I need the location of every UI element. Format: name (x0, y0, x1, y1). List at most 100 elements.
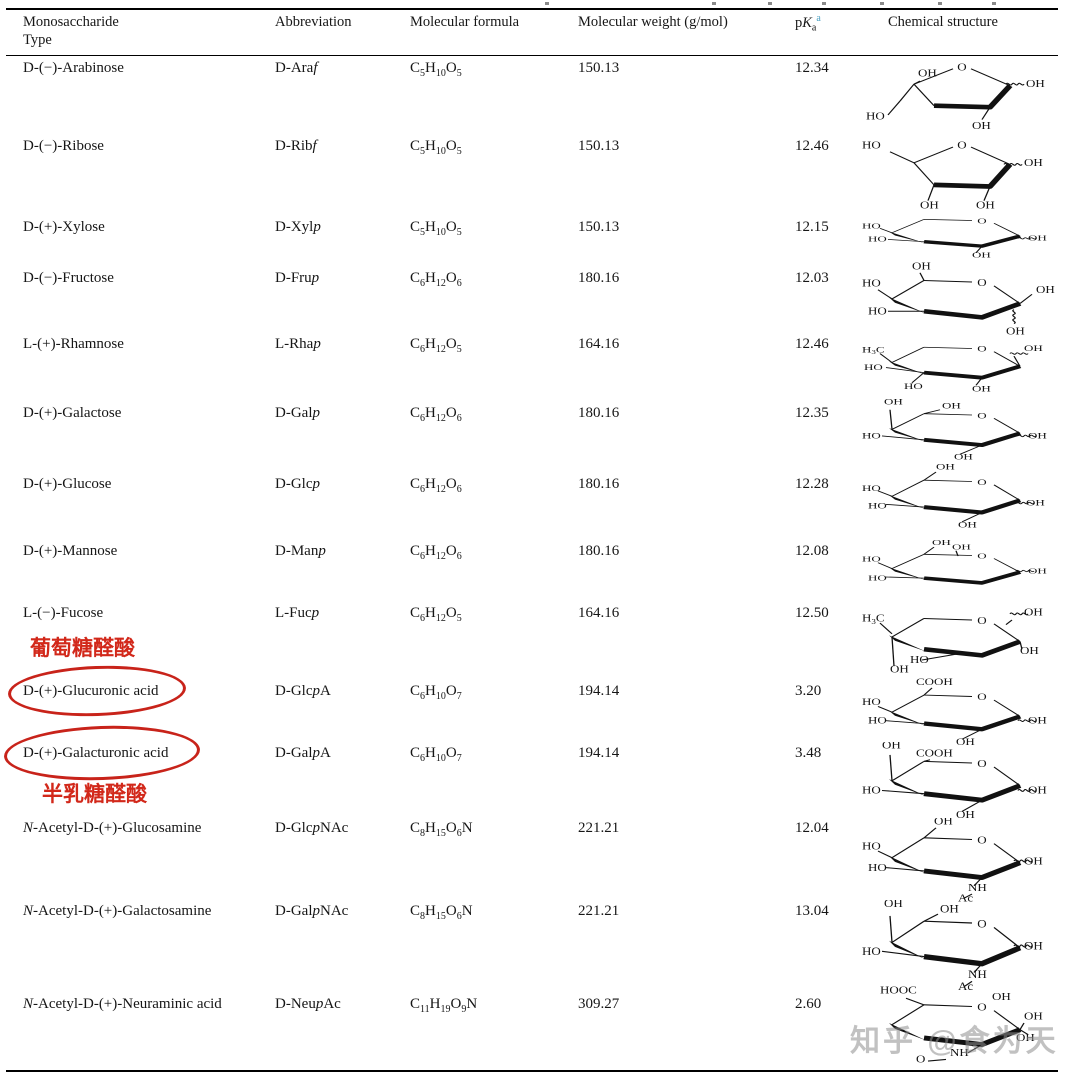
svg-text:HO: HO (862, 945, 881, 958)
svg-text:HO: HO (862, 840, 881, 853)
row-molecular-weight: 309.27 (578, 996, 620, 1012)
column-header-chemical-structure: Chemical structure (888, 14, 998, 30)
cropped-caption-fragment (545, 2, 549, 5)
svg-text:HO: HO (862, 484, 881, 493)
row-molecular-formula: C5H10O5 (410, 219, 462, 238)
cropped-caption-fragment (880, 2, 884, 5)
chemical-structure-mannopyranose: OH HO OH O HO OH (862, 540, 1047, 585)
svg-text:O: O (977, 411, 986, 420)
svg-text:OH: OH (1006, 326, 1025, 337)
chemical-structure-galacturonic-acid: OH COOH O HO OH OH (862, 742, 1047, 821)
svg-text:OH: OH (1020, 645, 1039, 656)
svg-text:OH: OH (882, 742, 901, 751)
svg-text:O: O (977, 478, 986, 487)
svg-text:OH: OH (1028, 432, 1047, 441)
row-pka-value: 3.20 (795, 683, 822, 699)
row-abbreviation: D-Manp (275, 543, 326, 559)
svg-text:OH: OH (1024, 607, 1043, 618)
row-monosaccharide-name: D-(+)-Mannose (23, 543, 118, 559)
svg-text:Ac: Ac (958, 892, 973, 904)
svg-text:O: O (977, 345, 987, 354)
svg-text:HOOC: HOOC (880, 985, 917, 996)
svg-text:OH: OH (934, 818, 953, 827)
chemical-structure-n-acetyl-neuraminic-acid: HOOC O OH OH OH NH O (880, 985, 1043, 1067)
svg-text:OH: OH (1024, 939, 1043, 952)
table-bottom-rule (6, 1070, 1058, 1072)
row-molecular-weight: 180.16 (578, 476, 620, 492)
svg-text:HO: HO (866, 111, 885, 122)
svg-text:OH: OH (956, 738, 975, 748)
cropped-caption-fragment (822, 2, 826, 5)
row-molecular-weight: 194.14 (578, 683, 620, 699)
row-molecular-weight: 180.16 (578, 270, 620, 286)
row-molecular-formula: C11H19O9N (410, 996, 478, 1015)
svg-text:HO: HO (910, 654, 929, 665)
row-molecular-weight: 150.13 (578, 138, 620, 154)
row-pka-value: 12.04 (795, 820, 829, 836)
chemical-structure-fructopyranose: HO OH O OH HO OH (862, 262, 1055, 337)
row-molecular-weight: 221.21 (578, 903, 620, 919)
row-molecular-weight: 180.16 (578, 405, 620, 421)
row-molecular-formula: C6H12O6 (410, 476, 462, 495)
row-molecular-formula: C6H10O7 (410, 745, 462, 764)
row-monosaccharide-name: D-(+)-Galacturonic acid (23, 745, 169, 761)
svg-text:O: O (977, 218, 987, 226)
svg-text:OH: OH (1024, 1010, 1043, 1023)
column-header-molecular-formula: Molecular formula (410, 14, 520, 30)
svg-text:OH: OH (942, 401, 961, 410)
svg-text:HO: HO (868, 306, 887, 317)
svg-text:OH: OH (972, 252, 991, 260)
row-molecular-weight: 150.13 (578, 60, 620, 76)
row-molecular-formula: C6H10O7 (410, 683, 462, 702)
cropped-caption-fragment (938, 2, 942, 5)
row-monosaccharide-name: L-(−)-Fucose (23, 605, 104, 621)
svg-text:O: O (916, 1053, 926, 1066)
row-abbreviation: D-Glcp (275, 476, 320, 492)
column-header-pka: pKaa (795, 13, 821, 34)
column-header-molecular-weight: Molecular weight (g/mol) (578, 14, 728, 30)
row-abbreviation: D-NeupAc (275, 996, 341, 1012)
svg-text:Ac: Ac (958, 980, 974, 992)
svg-text:HO: HO (862, 140, 881, 151)
row-molecular-formula: C8H15O6N (410, 903, 473, 922)
row-monosaccharide-name: D-(+)-Glucose (23, 476, 112, 492)
row-abbreviation: D-Frup (275, 270, 320, 286)
pka-footnote-marker: a (816, 13, 821, 24)
row-molecular-weight: 180.16 (578, 543, 620, 559)
row-monosaccharide-name: D-(−)-Ribose (23, 138, 104, 154)
svg-text:OH: OH (972, 120, 991, 131)
row-pka-value: 13.04 (795, 903, 829, 919)
svg-text:OH: OH (1028, 716, 1047, 726)
svg-text:O: O (977, 834, 987, 847)
row-monosaccharide-name: N-Acetyl-D-(+)-Galactosamine (23, 903, 212, 919)
svg-text:OH: OH (1028, 235, 1047, 243)
column-header-abbreviation: Abbreviation (275, 14, 352, 30)
row-pka-value: 12.46 (795, 336, 829, 352)
svg-text:NH: NH (950, 1046, 969, 1059)
row-abbreviation: D-GalpNAc (275, 903, 349, 919)
svg-text:HO: HO (864, 363, 883, 372)
row-abbreviation: D-Xylp (275, 219, 321, 235)
row-molecular-weight: 221.21 (578, 820, 620, 836)
svg-text:OH: OH (940, 902, 959, 915)
svg-text:HO: HO (862, 223, 881, 231)
row-pka-value: 2.60 (795, 996, 822, 1012)
svg-text:O: O (977, 693, 986, 703)
row-pka-value: 12.15 (795, 219, 829, 235)
row-molecular-formula: C6H12O6 (410, 405, 462, 424)
red-circle-galacturonic (3, 722, 201, 784)
svg-text:HO: HO (868, 236, 887, 244)
row-molecular-formula: C6H12O6 (410, 543, 462, 562)
svg-text:OH: OH (1036, 284, 1055, 295)
row-molecular-weight: 164.16 (578, 605, 620, 621)
table-top-rule (6, 8, 1058, 10)
zhihu-watermark: 知乎 @食为天 (850, 1025, 1059, 1058)
svg-text:OH: OH (932, 540, 951, 547)
row-monosaccharide-name: N-Acetyl-D-(+)-Neuraminic acid (23, 996, 222, 1012)
chemical-structure-galactopyranose: OH OH O HO OH OH (862, 398, 1047, 462)
column-header-monosaccharide-type: Monosaccharide Type (23, 14, 119, 49)
red-annotation-galacturonic: 半乳糖醛酸 (42, 783, 147, 806)
svg-text:O: O (957, 62, 966, 73)
